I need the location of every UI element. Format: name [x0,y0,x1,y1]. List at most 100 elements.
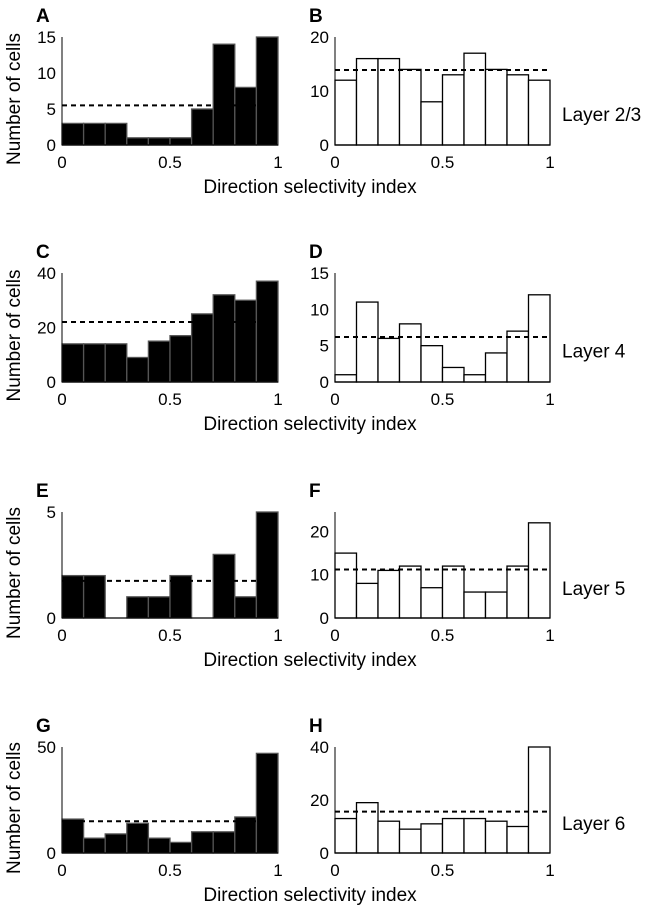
panel-g: 0 50 0 0.5 1 G Direction selectivity index Numb… [4,716,417,906]
x-tick-label: 0.5 [431,390,455,409]
histogram-bar [190,108,214,146]
y-tick-label: 0 [47,136,56,155]
histogram-bar [61,343,85,383]
x-axis-label: Direction selectivity index [203,650,417,671]
histogram-bar [255,511,279,619]
histogram-bar [212,43,236,146]
x-tick-label: 0.5 [431,626,455,645]
histogram-bar [398,68,422,146]
x-tick-label: 0 [57,626,66,645]
histogram-bar [104,833,128,854]
histogram-bar [441,366,465,383]
histogram-bar [147,596,171,619]
histogram-bar [441,565,465,619]
panel-letter: D [309,242,323,263]
histogram-bar [334,374,358,383]
histogram-bar [441,74,465,146]
x-tick-label: 0 [57,390,66,409]
x-tick-label: 1 [273,390,282,409]
histogram-bar [82,343,106,383]
y-tick-label: 5 [47,503,56,522]
histogram-bar [61,818,85,854]
histogram-bar [212,294,236,383]
x-tick-label: 1 [545,626,554,645]
x-axis-label: Direction selectivity index [203,177,417,198]
y-tick-label: 0 [47,844,56,863]
histogram-bar [234,86,258,146]
y-tick-label: 5 [320,337,329,356]
histogram-bar [506,825,530,854]
panel-h: 0 20 40 0 0.5 1 H Layer 6 [309,716,625,880]
histogram-bar [484,68,508,146]
x-tick-label: 1 [273,153,282,172]
y-tick-label: 20 [310,791,329,810]
y-tick-label: 15 [37,28,56,47]
x-tick-label: 0 [330,390,339,409]
histogram-bar [212,831,236,854]
histogram-bar [484,591,508,619]
x-tick-label: 0.5 [158,626,182,645]
histogram-bar [212,553,236,619]
x-tick-label: 1 [545,861,554,880]
histogram-bar [126,596,150,619]
panel-letter: G [36,716,51,737]
y-tick-label: 0 [320,609,329,628]
histogram-bar [82,837,106,854]
layer-label: Layer 5 [562,579,625,600]
histogram-bar [355,57,379,146]
histogram-bar [82,574,106,619]
x-tick-label: 0 [330,153,339,172]
x-tick-label: 1 [273,861,282,880]
panel-letter: E [36,481,49,502]
y-tick-label: 20 [310,522,329,541]
histogram-bar [169,335,193,383]
histogram-bar [506,74,530,146]
y-tick-label: 20 [37,319,56,338]
histogram-bar [126,822,150,854]
histogram-bar [190,313,214,383]
histogram-bar [355,301,379,383]
y-axis-label: Number of cells [4,270,25,402]
panel-c: 0 20 40 0 0.5 1 C Direction selectivity index Nu… [4,242,417,435]
panel-letter: C [36,242,50,263]
y-axis-label: Number of cells [4,33,25,165]
histogram-bar [147,137,171,146]
x-axis-label: Direction selectivity index [203,414,417,435]
layer-label: Layer 4 [562,342,626,363]
panel-letter: F [309,481,321,502]
y-tick-label: 10 [37,64,56,83]
y-tick-label: 5 [47,100,56,119]
histogram-bar [463,52,487,146]
histogram-bar [61,122,85,146]
x-tick-label: 0.5 [431,153,455,172]
x-tick-label: 0.5 [158,390,182,409]
histogram-bar [398,323,422,383]
panel-d: 0 5 10 15 0 0.5 1 D Layer 4 [309,242,626,409]
histogram-bar [463,817,487,854]
histogram-bar [126,137,150,146]
histogram-bar [169,137,193,146]
y-tick-label: 0 [320,373,329,392]
histogram-bar [527,79,551,146]
histogram-bar [334,817,358,854]
x-tick-label: 1 [545,390,554,409]
y-tick-label: 0 [47,609,56,628]
histogram-bar [463,374,487,383]
layer-label: Layer 6 [562,814,625,835]
histogram-bar [334,552,358,619]
x-tick-label: 0.5 [431,861,455,880]
y-tick-label: 10 [310,82,329,101]
panel-a: 0 5 10 15 0 0.5 1 A Direction selectivity index N… [4,6,417,198]
histogram-bar [255,280,279,383]
histogram-bar [104,122,128,146]
histogram-bar [147,837,171,854]
x-tick-label: 0 [57,861,66,880]
histogram-bar [190,831,214,854]
histogram-bar [377,820,401,854]
y-tick-label: 0 [320,844,329,863]
panel-f: 0 10 20 0 0.5 1 F Layer 5 [309,481,625,645]
x-tick-label: 0.5 [158,861,182,880]
x-tick-label: 0 [330,861,339,880]
y-tick-label: 50 [37,738,56,757]
histogram-bar [420,587,444,619]
